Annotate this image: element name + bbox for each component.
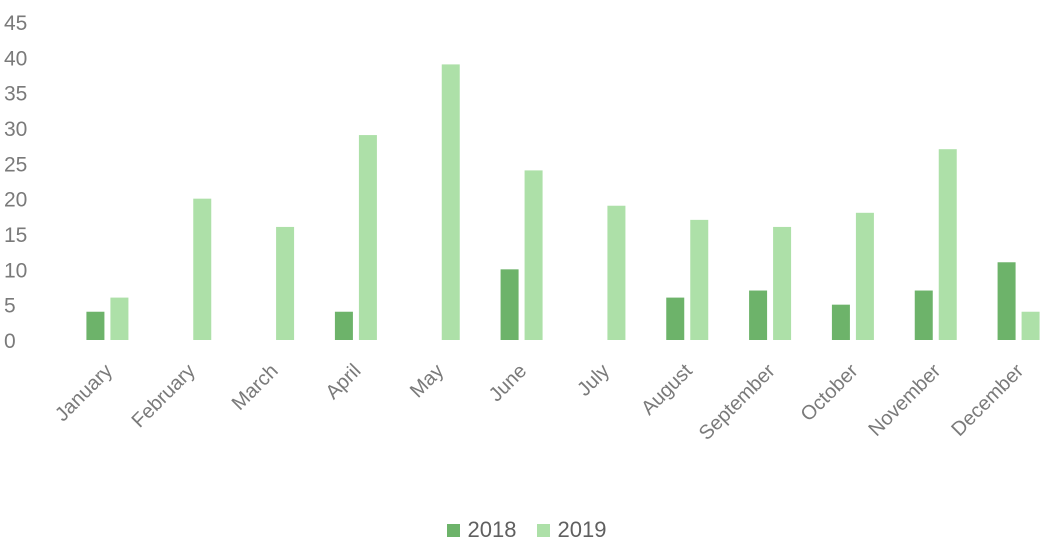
y-tick-label: 35	[4, 83, 27, 106]
bar-2019-september	[773, 226, 792, 340]
x-tick-label-february: February	[128, 360, 200, 432]
x-tick-label-october: October	[797, 360, 863, 426]
x-tick-label-june: June	[485, 360, 531, 406]
x-tick-label-september: September	[695, 360, 780, 445]
y-tick-label: 5	[4, 295, 16, 318]
legend-label-2019: 2019	[557, 517, 607, 542]
bar-2018-september	[749, 290, 768, 340]
x-tick-label-april: April	[322, 360, 366, 404]
x-tick-label-march: March	[228, 360, 283, 415]
y-tick-label: 40	[4, 47, 27, 70]
legend-item-2019: 2019	[536, 517, 607, 543]
y-axis: 0 5 10 15 20 25 30 35 40 45	[4, 12, 27, 353]
x-tick-label-july: July	[573, 360, 614, 401]
bar-2018-october	[831, 304, 850, 340]
y-tick-label: 15	[4, 224, 27, 247]
bar-2019-october	[855, 212, 874, 340]
legend: 2018 2019	[0, 513, 1053, 547]
x-tick-label-november: November	[864, 360, 945, 441]
bar-2018-april	[334, 311, 353, 340]
x-tick-label-august: August	[637, 360, 697, 420]
legend-label-2018: 2018	[467, 517, 517, 542]
x-tick-label-may: May	[406, 360, 448, 402]
bar-2019-june	[524, 170, 543, 340]
legend-swatch-2018	[446, 523, 460, 537]
bar-2019-march	[276, 226, 295, 340]
bar-2019-july	[607, 205, 626, 340]
y-tick-label: 45	[4, 12, 27, 35]
bar-2018-november	[914, 290, 933, 340]
legend-item-2018: 2018	[446, 517, 517, 543]
bar-2018-january	[86, 311, 105, 340]
bar-2019-january	[110, 297, 129, 340]
y-tick-label: 20	[4, 189, 27, 212]
legend-swatch-2019	[536, 523, 550, 537]
x-tick-label-january: January	[51, 360, 117, 426]
bar-2019-february	[193, 198, 212, 340]
y-tick-label: 30	[4, 118, 27, 141]
bar-2019-may	[441, 64, 460, 341]
bar-2018-august	[666, 297, 685, 340]
y-tick-label: 25	[4, 153, 27, 176]
bar-2019-november	[938, 149, 957, 340]
bars	[86, 64, 1040, 341]
bar-2019-december	[1021, 311, 1040, 340]
y-tick-label: 0	[4, 330, 16, 353]
bar-2019-august	[690, 219, 709, 340]
bar-2018-december	[997, 262, 1016, 340]
bar-2019-april	[358, 135, 377, 340]
x-axis: January February March April May June July Augu…	[51, 360, 1028, 445]
y-tick-label: 10	[4, 259, 27, 282]
x-tick-label-december: December	[947, 360, 1028, 441]
bar-2018-june	[500, 269, 519, 340]
